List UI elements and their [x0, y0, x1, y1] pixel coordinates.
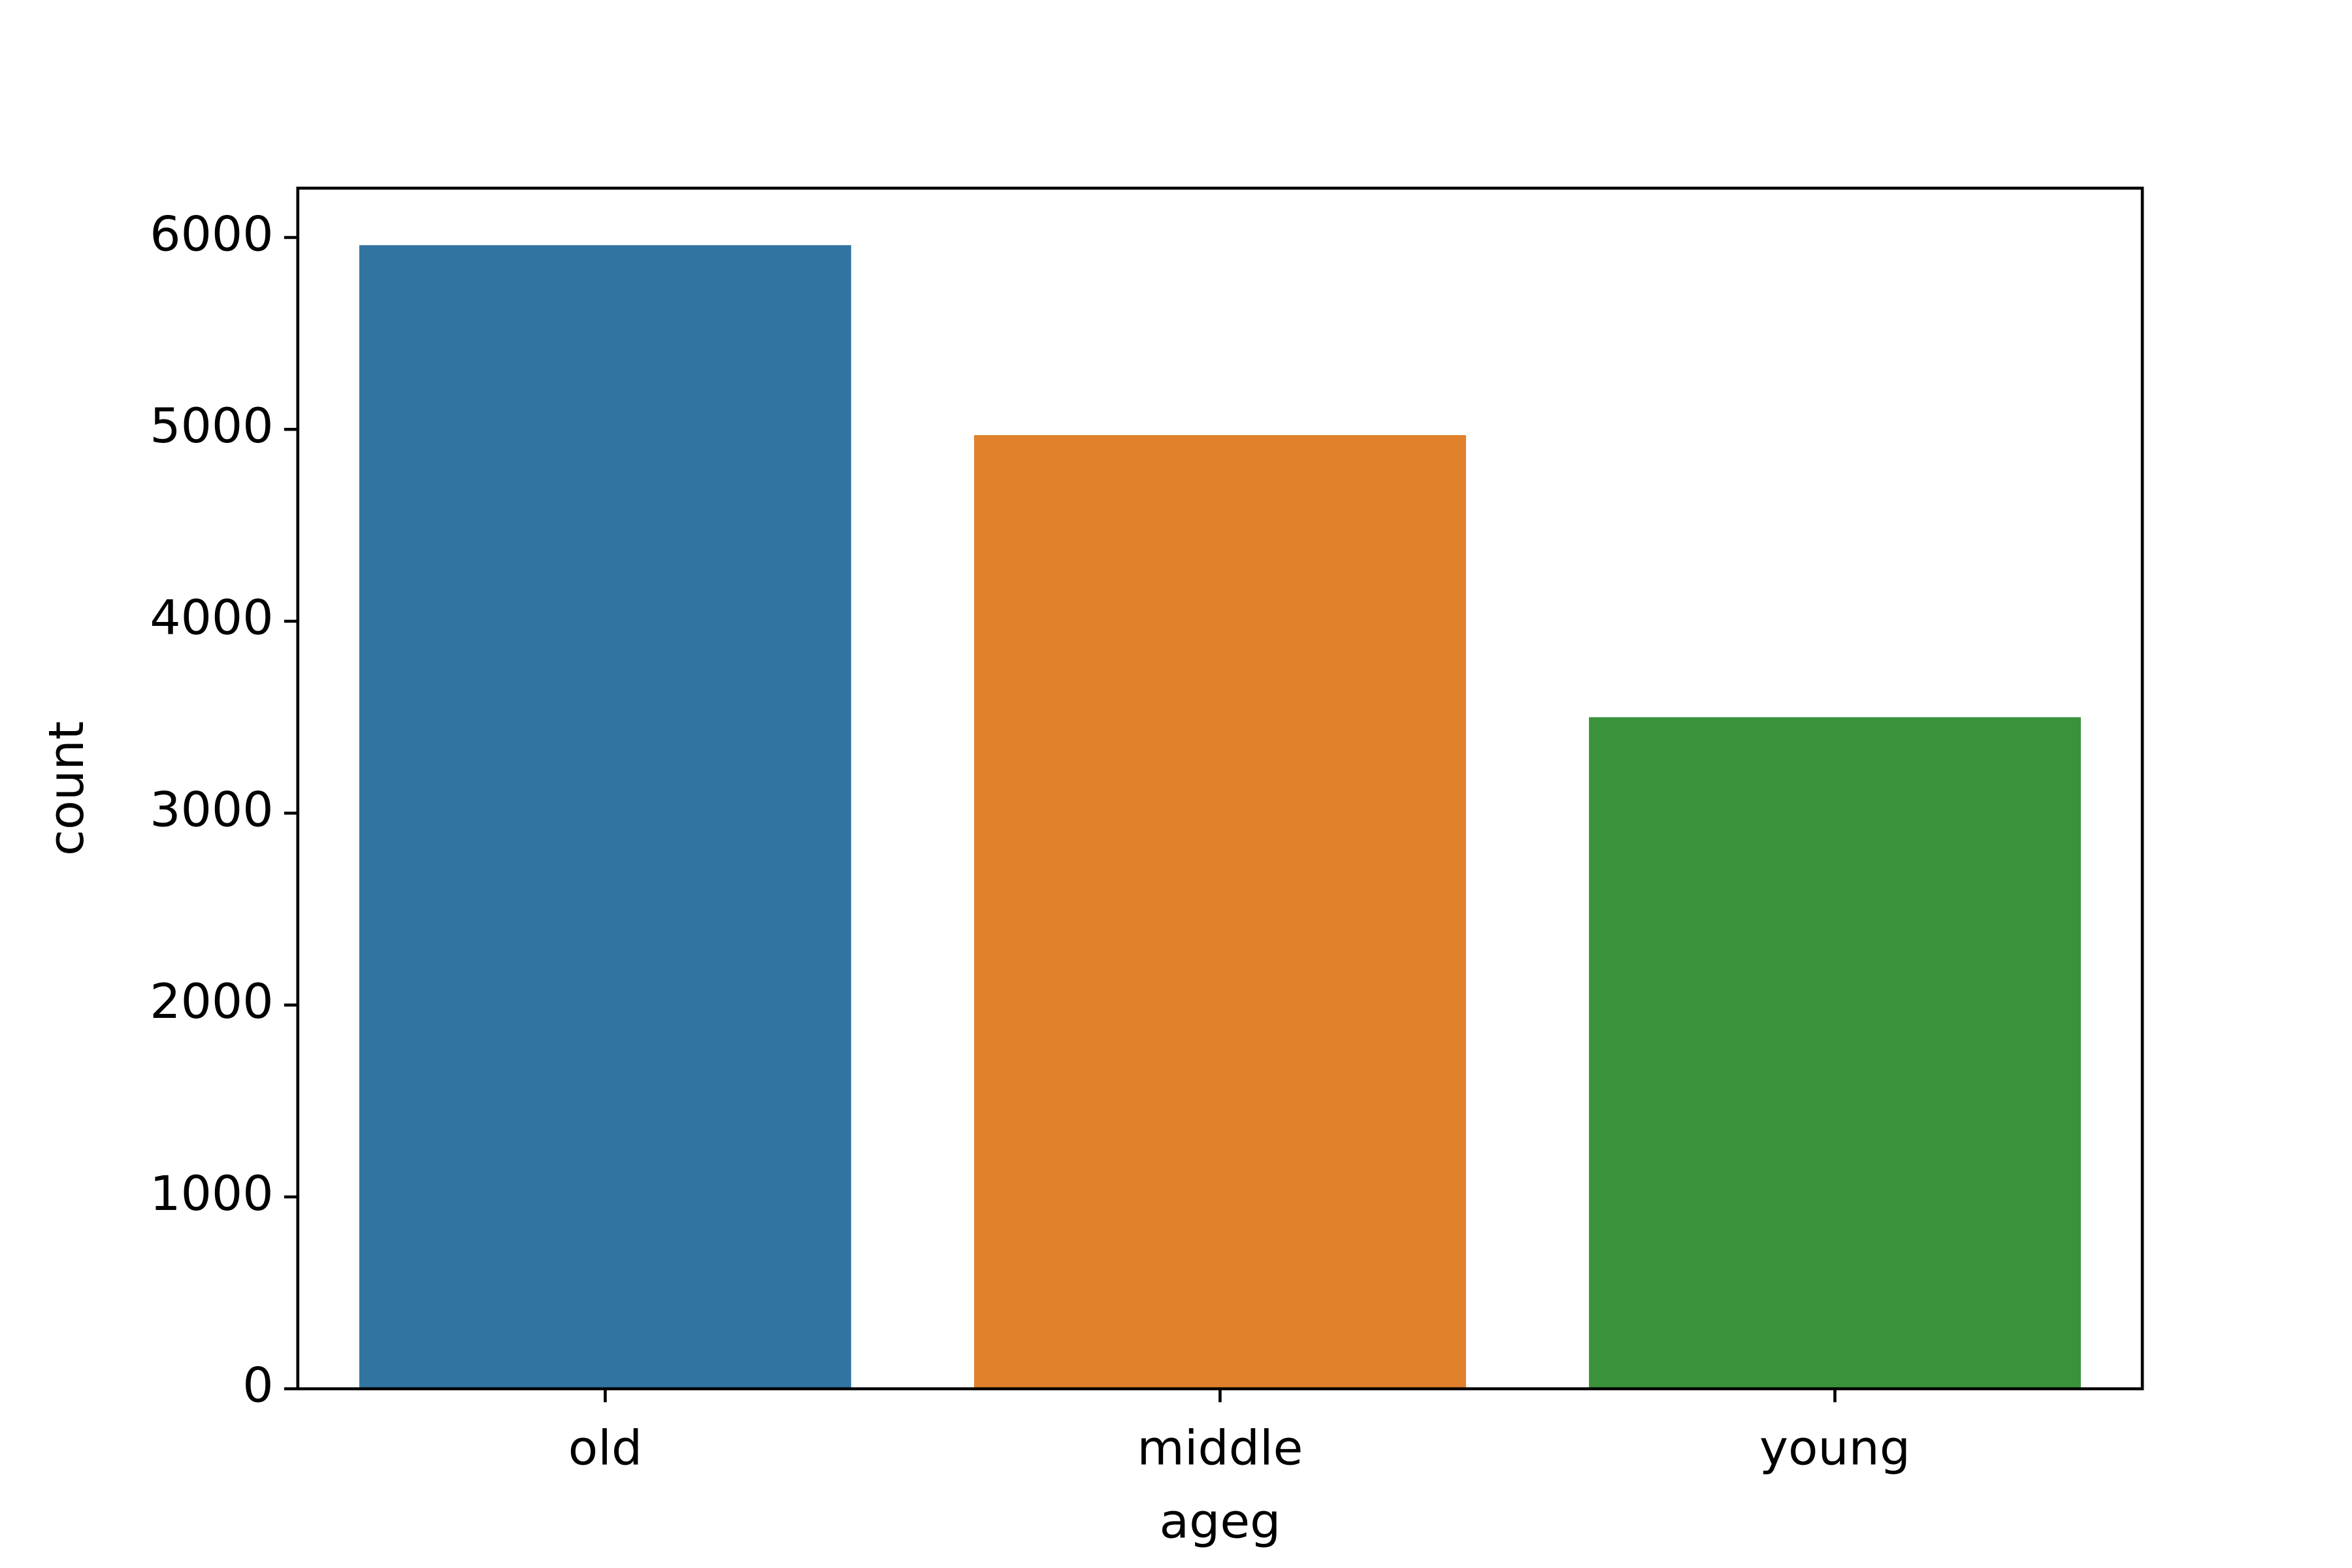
- y-tick-label: 0: [242, 1358, 273, 1413]
- bar: [974, 434, 1466, 1389]
- x-axis-label: ageg: [1160, 1494, 1281, 1549]
- bar: [1589, 717, 2081, 1389]
- plot-frame: [296, 186, 2144, 1390]
- x-tick-label: young: [1759, 1421, 1910, 1476]
- y-axis-label: count: [39, 721, 95, 856]
- y-tick-label: 3000: [150, 783, 273, 838]
- y-tick-label: 5000: [150, 399, 273, 454]
- bar: [359, 245, 851, 1389]
- y-tick-label: 2000: [150, 975, 273, 1030]
- y-tick-label: 4000: [150, 591, 273, 645]
- y-tick-label: 6000: [150, 207, 273, 262]
- x-tick-label: old: [568, 1421, 642, 1476]
- y-tick-label: 1000: [150, 1166, 273, 1221]
- x-tick-label: middle: [1137, 1421, 1303, 1476]
